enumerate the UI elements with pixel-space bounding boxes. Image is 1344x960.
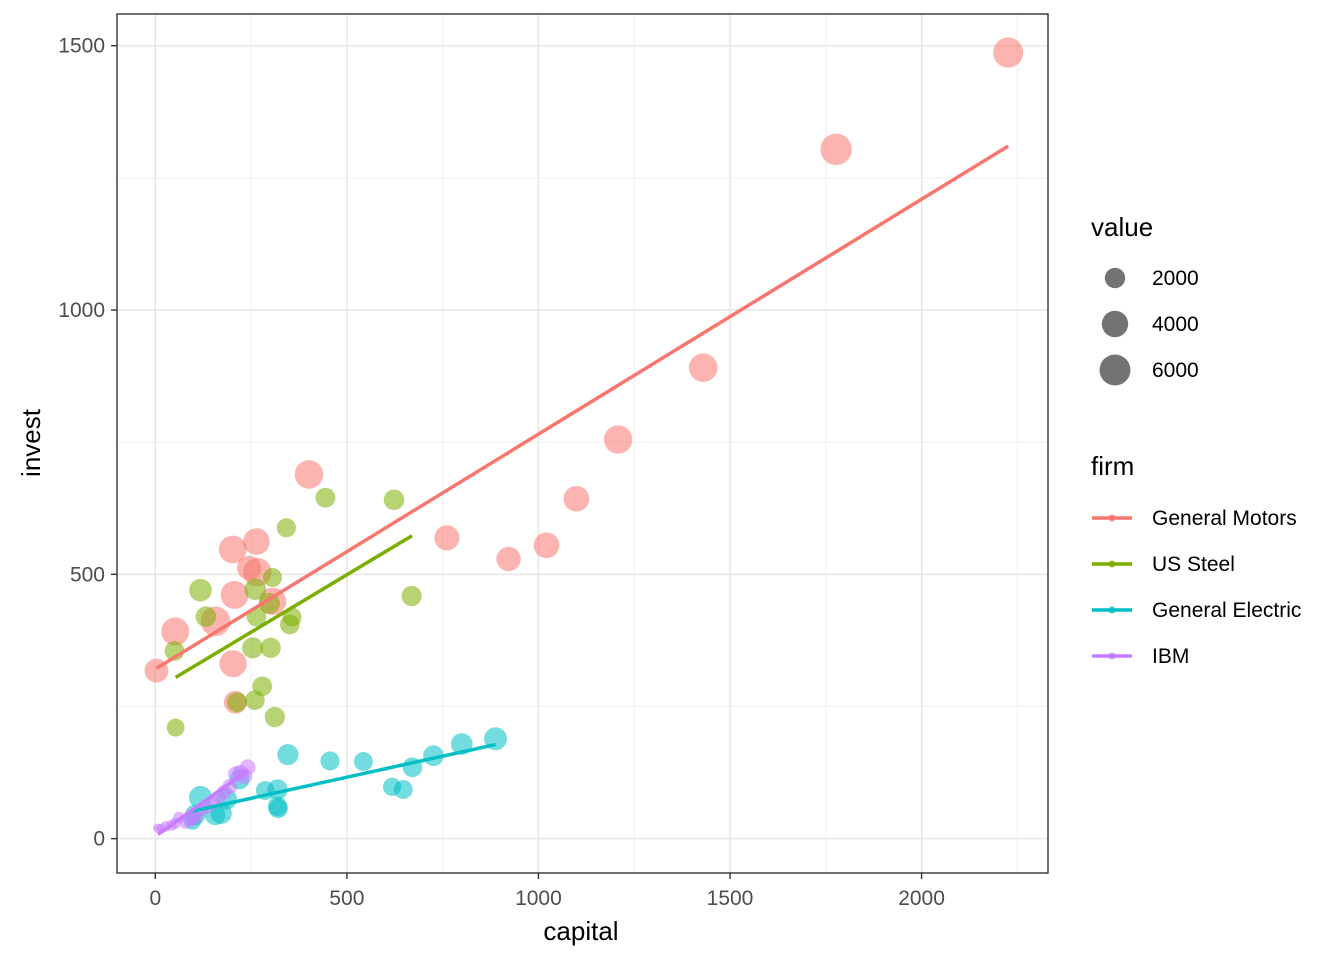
color-legend: firm General Motors US Steel General Elect… bbox=[1091, 451, 1301, 668]
color-legend-label: IBM bbox=[1152, 645, 1189, 668]
size-legend-label: 6000 bbox=[1152, 359, 1199, 382]
color-legend-key-dot bbox=[1108, 560, 1116, 568]
size-legend-key bbox=[1099, 354, 1131, 386]
size-legend-title: value bbox=[1091, 212, 1153, 242]
color-legend-key-dot bbox=[1108, 652, 1116, 660]
data-point bbox=[603, 425, 633, 454]
data-point bbox=[218, 535, 247, 564]
data-point bbox=[244, 578, 267, 600]
trend-lines bbox=[155, 144, 1010, 836]
data-point bbox=[220, 580, 249, 609]
size-legend-label: 2000 bbox=[1152, 267, 1199, 290]
data-point bbox=[243, 528, 270, 555]
data-point bbox=[258, 592, 280, 614]
color-legend-entries: General Motors US Steel General Electric IB… bbox=[1092, 507, 1301, 668]
data-point bbox=[268, 798, 288, 819]
x-tick-label: 1500 bbox=[707, 887, 754, 910]
data-point bbox=[219, 650, 247, 678]
data-point bbox=[383, 489, 405, 511]
panel-border bbox=[116, 13, 1049, 874]
fit-line bbox=[155, 144, 1010, 670]
x-axis: 0 500 1000 1500 2000 bbox=[149, 873, 945, 910]
data-point bbox=[189, 578, 212, 602]
data-point bbox=[264, 706, 285, 728]
y-tick-label: 0 bbox=[93, 828, 105, 851]
data-point bbox=[276, 518, 296, 538]
color-legend-label: US Steel bbox=[1152, 553, 1235, 576]
data-point bbox=[239, 759, 256, 776]
size-legend-key bbox=[1101, 310, 1129, 338]
grid-minor-lines bbox=[117, 14, 1048, 873]
data-point bbox=[242, 637, 264, 659]
data-point bbox=[252, 676, 273, 697]
fit-line bbox=[156, 769, 249, 836]
data-point bbox=[294, 460, 324, 489]
size-legend: value 2000 4000 6000 bbox=[1091, 212, 1199, 386]
x-tick-label: 0 bbox=[149, 887, 161, 910]
x-tick-label: 500 bbox=[329, 887, 364, 910]
x-tick-label: 2000 bbox=[898, 887, 945, 910]
data-point bbox=[161, 617, 190, 646]
data-point bbox=[393, 780, 413, 799]
color-legend-label: General Motors bbox=[1152, 507, 1297, 530]
x-axis-label: capital bbox=[543, 916, 618, 946]
size-legend-key bbox=[1104, 267, 1126, 289]
scatter-points bbox=[144, 37, 1024, 834]
data-point bbox=[563, 485, 590, 512]
data-point bbox=[277, 744, 299, 766]
data-point bbox=[401, 585, 422, 607]
fit-line bbox=[192, 742, 496, 813]
grid-major-lines bbox=[117, 14, 1048, 873]
y-axis: 0 500 1000 1500 bbox=[58, 35, 117, 851]
color-legend-key-dot bbox=[1108, 606, 1116, 614]
data-point bbox=[195, 606, 217, 627]
y-tick-label: 1500 bbox=[58, 35, 105, 58]
size-legend-label: 4000 bbox=[1152, 313, 1199, 336]
data-point bbox=[315, 487, 336, 508]
data-point bbox=[263, 568, 283, 588]
color-legend-key-dot bbox=[1108, 514, 1116, 522]
data-point bbox=[166, 718, 185, 737]
size-legend-entries: 2000 4000 6000 bbox=[1099, 267, 1199, 386]
y-tick-label: 500 bbox=[70, 563, 105, 586]
color-legend-label: General Electric bbox=[1152, 599, 1301, 622]
y-tick-label: 1000 bbox=[58, 299, 105, 322]
data-point bbox=[260, 637, 281, 658]
data-point bbox=[496, 546, 521, 572]
fit-line bbox=[174, 534, 413, 679]
color-legend-title: firm bbox=[1091, 451, 1134, 481]
data-point bbox=[434, 525, 460, 551]
data-point bbox=[353, 752, 373, 771]
data-point bbox=[820, 133, 852, 166]
data-point bbox=[320, 751, 340, 771]
data-point bbox=[533, 532, 560, 559]
y-axis-label: invest bbox=[16, 408, 46, 477]
data-point bbox=[688, 353, 718, 382]
data-point bbox=[226, 692, 247, 713]
x-tick-label: 1000 bbox=[515, 887, 562, 910]
data-point bbox=[993, 37, 1024, 68]
